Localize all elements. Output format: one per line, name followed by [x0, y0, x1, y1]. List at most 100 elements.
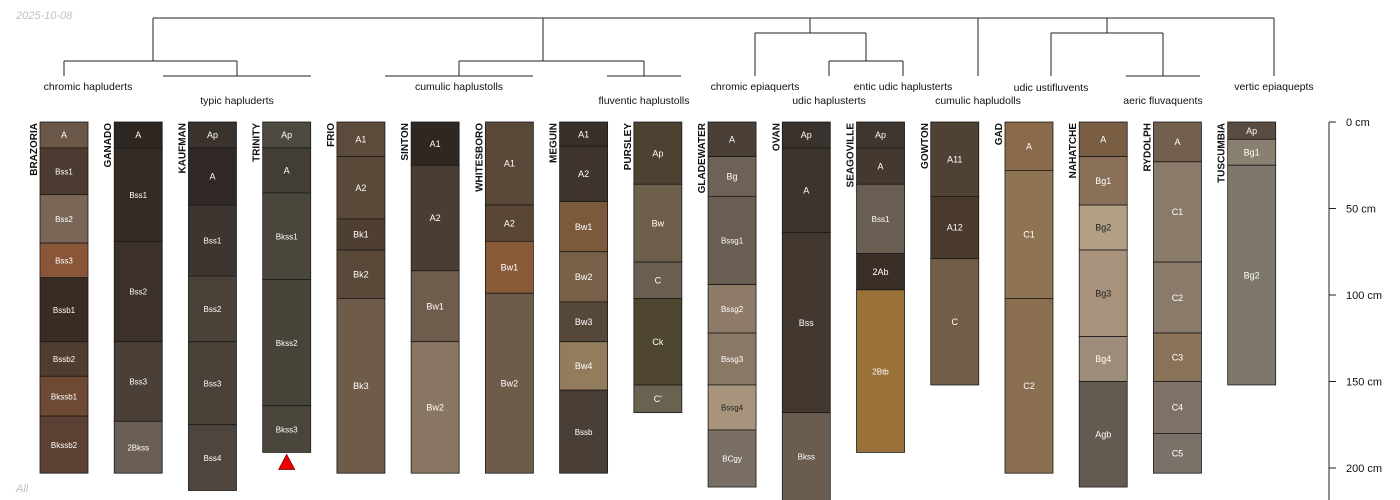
- horizon-label: C3: [1172, 352, 1184, 362]
- horizon-label: A1: [504, 159, 515, 169]
- horizon-ovan-ap: Ap: [781, 121, 831, 149]
- horizon-label: A1: [430, 139, 441, 149]
- horizon-rect: [781, 147, 831, 234]
- horizon-seagoville-ap: Ap: [856, 121, 905, 149]
- horizon-brazoria-bss2: Bss2: [39, 194, 89, 244]
- horizon-gladewater-a: A: [707, 121, 757, 157]
- horizon-label: Ap: [1246, 126, 1257, 136]
- horizon-rect: [559, 341, 609, 391]
- horizon-trinity-ap: Ap: [262, 121, 312, 149]
- horizon-rect: [1078, 381, 1128, 488]
- taxonomy-label-entic-udic-haplusterts: entic udic haplusterts: [854, 81, 953, 93]
- horizon-ganado-bss2: Bss2: [113, 240, 163, 343]
- taxonomy-label-chromic-epiaquerts: chromic epiaquerts: [711, 81, 800, 93]
- depth-tick-label: 200 cm: [1346, 463, 1382, 475]
- taxonomy-label-chromic-hapluderts: chromic hapluderts: [44, 81, 133, 93]
- horizon-kaufman-a: A: [188, 147, 237, 206]
- horizon-label: Bss1: [55, 168, 73, 177]
- horizon-meguin-a1: A1: [559, 121, 609, 147]
- horizon-rect: [633, 183, 683, 263]
- horizon-label: A2: [430, 213, 441, 223]
- horizon-gad-a: A: [1004, 121, 1054, 171]
- horizon-ovan-bkss: Bkss: [781, 412, 831, 500]
- profile-tuscumbia: Ap Bg1 Bg2 TUSCUMBIA: [1217, 121, 1277, 386]
- horizon-label: Bg3: [1095, 288, 1111, 298]
- horizon-rect: [410, 270, 460, 343]
- profile-ganado: A Bss1 Bss2 Bss3 2Bkss GANADO: [103, 121, 163, 474]
- horizon-label: C1: [1172, 207, 1184, 217]
- horizon-rect: [1078, 204, 1128, 251]
- horizon-pursley-bw: Bw: [633, 183, 683, 263]
- horizon-label: A: [878, 161, 884, 171]
- horizon-rect: [484, 292, 534, 474]
- horizon-rect: [856, 289, 905, 453]
- horizon-rect: [188, 341, 237, 426]
- horizon-rect: [188, 147, 237, 206]
- horizon-gowton-c: C: [930, 258, 980, 386]
- horizon-label: C2: [1023, 381, 1035, 391]
- horizon-label: A2: [578, 169, 589, 179]
- horizon-rect: [633, 121, 683, 185]
- horizon-label: A2: [355, 183, 366, 193]
- horizon-ovan-a: A: [781, 147, 831, 234]
- taxonomy-label-typic-hapluderts: typic hapluderts: [200, 95, 274, 107]
- horizon-brazoria-a: A: [39, 121, 89, 149]
- horizon-label: Bssg1: [721, 237, 744, 246]
- taxonomy-label-udic-haplusterts: udic haplusterts: [792, 95, 866, 107]
- horizon-label: A: [61, 130, 67, 140]
- horizon-pursley-c: C': [633, 384, 683, 414]
- horizon-label: Bss3: [129, 378, 147, 387]
- taxonomy-label-fluventic-haplustolls: fluventic haplustolls: [598, 95, 689, 107]
- horizon-label: Bss1: [872, 215, 890, 224]
- horizon-brazoria-bkssb2: Bkssb2: [39, 415, 89, 474]
- horizon-rect: [1004, 170, 1054, 299]
- profile-name-rydolph: RYDOLPH: [1142, 123, 1153, 172]
- horizon-pursley-ck: Ck: [633, 298, 683, 386]
- horizon-rect: [113, 240, 163, 343]
- horizon-rect: [113, 420, 163, 474]
- profile-name-gad: GAD: [994, 123, 1005, 145]
- horizon-rect: [113, 147, 163, 242]
- horizon-label: A: [803, 186, 809, 196]
- horizon-label: Bg2: [1095, 223, 1111, 233]
- horizon-rect: [1153, 121, 1202, 163]
- horizon-gowton-a12: A12: [930, 195, 980, 260]
- horizon-frio-bk1: Bk1: [336, 218, 386, 251]
- horizon-label: C2: [1172, 293, 1184, 303]
- horizon-rect: [262, 405, 312, 453]
- profile-gladewater: A Bg Bssg1 Bssg2 Bssg3 Bssg4 BCgy GLADEWATER: [697, 121, 757, 488]
- horizon-kaufman-bss3: Bss3: [188, 341, 237, 426]
- profile-ovan: Ap A Bss Bkss OVAN: [771, 121, 831, 500]
- horizon-meguin-a2: A2: [559, 145, 609, 202]
- horizon-label: Bkss2: [276, 339, 298, 348]
- horizon-label: Bssg4: [721, 404, 744, 413]
- profile-name-nahatche: NAHATCHE: [1068, 123, 1079, 179]
- horizon-nahatche-agb: Agb: [1078, 381, 1128, 488]
- horizon-label: C: [655, 275, 662, 285]
- horizon-label: BCgy: [722, 455, 742, 464]
- horizon-brazoria-bss1: Bss1: [39, 147, 89, 196]
- horizon-label: Bw2: [426, 403, 444, 413]
- horizon-label: Bss3: [55, 257, 73, 266]
- horizon-nahatche-bg1: Bg1: [1078, 156, 1128, 206]
- horizon-rect: [633, 298, 683, 386]
- horizon-label: A: [729, 135, 735, 145]
- horizon-ovan-bss: Bss: [781, 232, 831, 414]
- horizon-rect: [856, 253, 905, 291]
- profile-name-pursley: PURSLEY: [623, 123, 634, 171]
- horizon-gladewater-bg: Bg: [707, 156, 757, 197]
- horizon-rect: [559, 121, 609, 147]
- horizon-rect: [559, 301, 609, 343]
- profile-brazoria: A Bss1 Bss2 Bss3 Bssb1 Bssb2 Bkssb1 Bkssb2 BRAZO…: [29, 121, 89, 474]
- horizon-label: Bss2: [55, 215, 73, 224]
- horizon-label: Bkss1: [276, 232, 298, 241]
- horizon-label: Bkssb2: [51, 441, 78, 450]
- horizon-tuscumbia-ap: Ap: [1227, 121, 1277, 140]
- profile-rydolph: A C1 C2 C3 C4 C5 RYDOLPH: [1142, 121, 1202, 474]
- horizon-rect: [262, 192, 312, 280]
- horizon-whitesboro-bw1: Bw1: [484, 240, 534, 294]
- horizon-label: 2Btb: [872, 367, 889, 376]
- horizon-gladewater-bssg1: Bssg1: [707, 195, 757, 286]
- profile-name-trinity: TRINITY: [252, 123, 263, 162]
